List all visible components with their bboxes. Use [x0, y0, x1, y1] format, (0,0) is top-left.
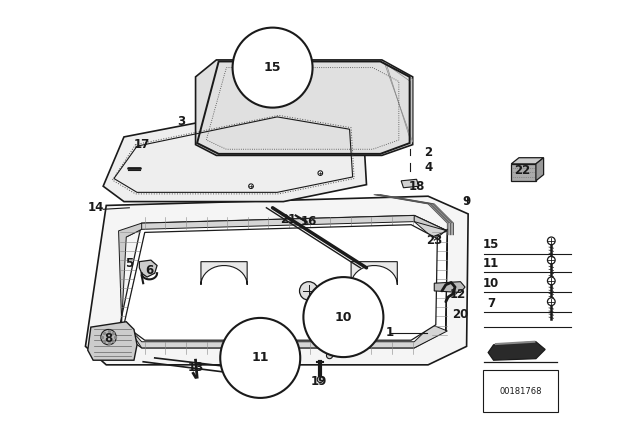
Text: 18: 18: [408, 180, 425, 193]
Polygon shape: [118, 215, 447, 348]
Text: 6: 6: [260, 372, 269, 385]
Text: 14: 14: [87, 201, 104, 214]
Circle shape: [326, 353, 333, 359]
Text: 4: 4: [424, 161, 432, 174]
Circle shape: [318, 171, 323, 176]
Text: 7: 7: [487, 297, 495, 310]
Circle shape: [101, 329, 116, 345]
Text: 3: 3: [178, 115, 186, 128]
Text: 12: 12: [449, 288, 465, 301]
Text: 10: 10: [335, 310, 352, 323]
Text: 9: 9: [463, 195, 471, 208]
Circle shape: [317, 376, 323, 383]
Polygon shape: [414, 215, 447, 331]
Polygon shape: [103, 106, 367, 202]
Text: 15: 15: [264, 61, 282, 74]
Polygon shape: [511, 158, 543, 164]
Text: 22: 22: [514, 164, 530, 177]
Polygon shape: [488, 342, 545, 360]
Polygon shape: [118, 223, 141, 323]
Polygon shape: [126, 325, 447, 348]
Circle shape: [547, 277, 555, 285]
Polygon shape: [140, 260, 157, 277]
Polygon shape: [124, 225, 437, 340]
Text: 16: 16: [301, 215, 317, 228]
Text: 19: 19: [310, 375, 327, 388]
Text: 11: 11: [483, 257, 499, 270]
Polygon shape: [401, 179, 419, 188]
Circle shape: [300, 282, 318, 300]
Text: 15: 15: [483, 238, 499, 251]
Text: 13: 13: [188, 362, 204, 375]
Text: 8: 8: [104, 332, 113, 345]
Text: 5: 5: [125, 257, 134, 270]
Text: 7: 7: [326, 334, 333, 347]
Text: 00181768: 00181768: [499, 387, 541, 396]
Text: 11: 11: [252, 351, 269, 364]
Polygon shape: [201, 262, 247, 285]
Polygon shape: [351, 262, 397, 285]
Text: 17: 17: [134, 138, 150, 151]
Text: 2: 2: [424, 146, 432, 159]
Polygon shape: [435, 282, 465, 293]
Text: 23: 23: [426, 233, 442, 246]
Polygon shape: [536, 158, 543, 181]
Circle shape: [547, 298, 555, 306]
Circle shape: [249, 184, 253, 189]
Text: 21: 21: [280, 213, 296, 226]
Polygon shape: [86, 196, 468, 365]
Polygon shape: [88, 322, 137, 360]
Text: 10: 10: [483, 277, 499, 290]
Text: 6: 6: [145, 264, 154, 277]
Circle shape: [547, 256, 555, 264]
Circle shape: [547, 237, 555, 245]
Text: 1: 1: [385, 326, 394, 339]
Polygon shape: [511, 164, 536, 181]
Polygon shape: [196, 60, 413, 155]
Text: 20: 20: [452, 307, 468, 320]
Polygon shape: [126, 215, 447, 237]
